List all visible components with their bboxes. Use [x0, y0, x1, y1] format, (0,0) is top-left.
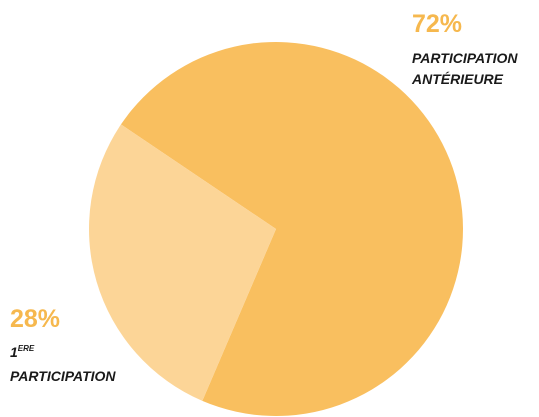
slice-0-label-line-1: PARTICIPATION [412, 50, 518, 66]
slice-0-label-line-2: ANTÉRIEURE [411, 71, 504, 87]
pie-slice-1 [88, 124, 276, 401]
slice-1-label-main: 1 [10, 344, 18, 360]
slice-1-label-superscript: ERE [18, 344, 35, 353]
slice-0-percent: 72% [412, 10, 462, 38]
pie-slices [88, 42, 463, 417]
slice-1-label-line-2: PARTICIPATION [10, 368, 116, 384]
slice-1-label-line-1: 1ERE [10, 344, 35, 360]
slice-1-percent: 28% [10, 305, 60, 333]
pie-slice-0 [120, 42, 463, 417]
